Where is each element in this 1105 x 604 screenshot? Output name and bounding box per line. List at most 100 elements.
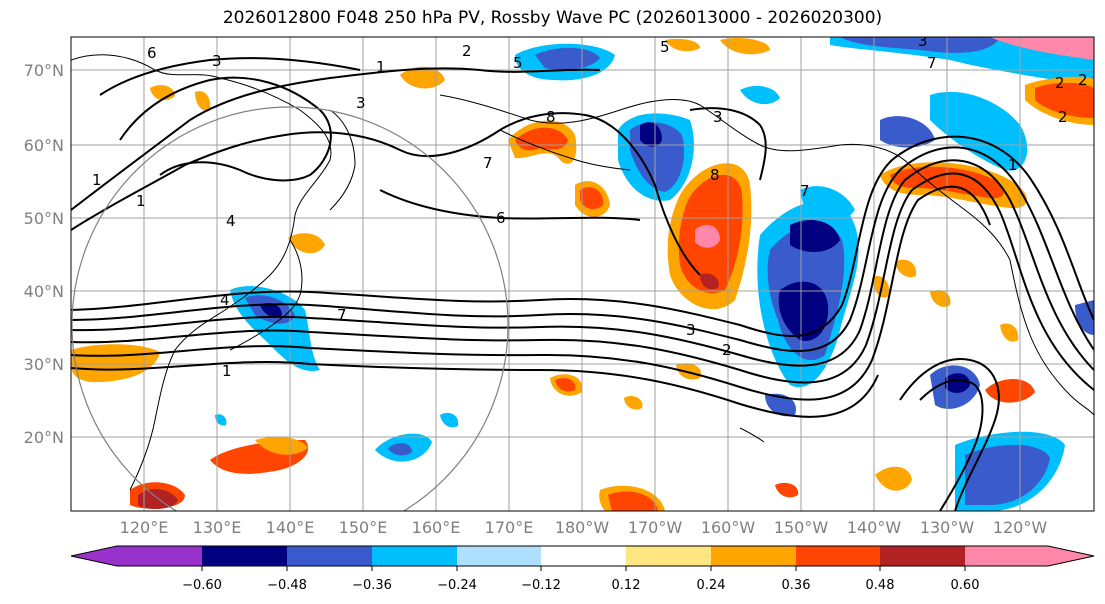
colorbar-min-extension — [71, 546, 117, 566]
colorbar-tick-label: 0.60 — [951, 578, 980, 593]
contour-label: 4 — [220, 291, 230, 309]
positive-anomaly-region — [990, 37, 1094, 60]
colorbar-segment — [287, 546, 372, 566]
lat-label: 40°N — [24, 282, 64, 301]
negative-anomaly-region — [880, 116, 935, 148]
contour-label: 3 — [918, 32, 928, 50]
colorbar-segment — [626, 546, 711, 566]
colorbar-tick-label: −0.24 — [437, 578, 477, 593]
positive-anomaly-region — [930, 290, 951, 307]
positive-anomaly-region — [665, 38, 700, 52]
pv-contour-line — [919, 379, 984, 511]
positive-anomaly-region — [775, 482, 799, 498]
colorbar-segment — [372, 546, 457, 566]
negative-anomaly-region — [840, 37, 1000, 53]
contour-label: 3 — [212, 52, 222, 70]
plot-area: 1 2 3 4 5 6 7 8 7 6 4 3 2 1 7 3 2 1 5 3 … — [71, 32, 1094, 511]
lon-label: 130°W — [920, 518, 975, 537]
positive-anomaly-region — [400, 66, 445, 89]
lon-label: 170°W — [628, 518, 683, 537]
japan-coastline — [229, 239, 303, 351]
colorbar-segment — [711, 546, 796, 566]
contour-label-group: 1 2 3 4 5 6 7 8 7 6 4 3 2 1 7 3 2 1 5 3 … — [92, 32, 1088, 380]
negative-anomaly-region — [388, 443, 412, 456]
contour-label: 8 — [546, 108, 556, 126]
pv-contour-line — [689, 107, 767, 181]
lon-label: 120°E — [120, 518, 169, 537]
positive-anomaly-region — [608, 491, 658, 511]
pv-contour-line — [71, 135, 1094, 338]
contour-label: 8 — [710, 166, 720, 184]
positive-anomaly-region — [255, 436, 308, 455]
aleutian-islands — [499, 129, 631, 171]
positive-anomaly-region — [580, 187, 604, 210]
pv-contour-line — [71, 185, 991, 401]
colorbar-tick-label: −0.48 — [267, 578, 307, 593]
colorbar-segment — [117, 546, 202, 566]
colorbar-segment — [457, 546, 541, 566]
negative-anomaly-region — [790, 220, 840, 252]
positive-anomaly-region — [720, 38, 770, 55]
positive-anomaly-region — [624, 396, 643, 410]
positive-anomaly-region — [695, 224, 720, 248]
contour-label: 1 — [136, 192, 146, 210]
negative-anomaly-region — [740, 85, 780, 105]
contour-label: 2 — [462, 42, 472, 60]
contour-label: 7 — [483, 154, 493, 172]
positive-anomaly-region — [700, 273, 719, 290]
lon-label: 170°E — [485, 518, 534, 537]
colorbar-tick-label: −0.60 — [182, 578, 222, 593]
plot-frame — [70, 36, 1095, 512]
lat-label: 60°N — [24, 136, 64, 155]
negative-anomaly-region — [765, 393, 796, 417]
lat-label: 20°N — [24, 428, 64, 447]
lon-label: 150°E — [339, 518, 388, 537]
north-america-coastline — [1009, 259, 1094, 416]
colorbar-tick-label: 0.36 — [782, 578, 811, 593]
latitude-labels: 70°N 60°N 50°N 40°N 30°N 20°N — [24, 61, 64, 447]
colorbar-tick-label: 0.24 — [697, 578, 726, 593]
pv-contour-line — [71, 146, 1094, 353]
positive-anomaly-region — [875, 466, 912, 491]
negative-anomaly-region — [830, 37, 1094, 85]
lon-label: 150°W — [774, 518, 829, 537]
contour-label: 2 — [1078, 71, 1088, 89]
colorbar-segment — [796, 546, 880, 566]
colorbar-outline — [70, 545, 1095, 567]
negative-anomaly-region — [215, 414, 227, 426]
lat-label: 30°N — [24, 355, 64, 374]
map-title: 2026012800 F048 250 hPa PV, Rossby Wave … — [222, 8, 883, 28]
positive-anomaly-region — [1035, 82, 1094, 118]
contour-label: 1 — [92, 171, 102, 189]
positive-anomaly-region — [1000, 323, 1019, 342]
lat-label: 50°N — [24, 209, 64, 228]
colorbar-tick-label: −0.12 — [521, 578, 561, 593]
pv-contour-line — [71, 172, 1094, 391]
contour-label: 2 — [1055, 74, 1065, 92]
pv-contour-line — [379, 189, 641, 221]
negative-anomaly-region — [945, 373, 970, 393]
contour-label: 1 — [376, 58, 386, 76]
pv-contours — [71, 57, 1094, 511]
alaska-coastline — [439, 94, 1011, 261]
contour-label: 7 — [337, 306, 347, 324]
contour-label: 2 — [722, 341, 732, 359]
contour-label: 7 — [927, 54, 937, 72]
contour-label: 6 — [496, 209, 506, 227]
negative-anomaly-region — [800, 186, 855, 221]
reference-circle — [71, 106, 509, 511]
negative-anomaly-region — [778, 281, 829, 341]
colorbar-tick-label: 0.12 — [612, 578, 641, 593]
lon-label: 180°W — [555, 518, 610, 537]
lon-label: 140°W — [847, 518, 902, 537]
colorbar-segment — [965, 546, 1048, 566]
colorbar: −0.60 −0.48 −0.36 −0.24 −0.12 0.12 0.24 … — [70, 545, 1095, 593]
pv-contour-line — [119, 76, 332, 182]
pv-contour-line — [71, 360, 879, 418]
kamchatka-coastline — [329, 109, 356, 211]
lon-label: 130°E — [193, 518, 242, 537]
negative-anomaly-region — [965, 444, 1050, 505]
lon-label: 120°W — [993, 518, 1048, 537]
colorbar-segment — [880, 546, 965, 566]
